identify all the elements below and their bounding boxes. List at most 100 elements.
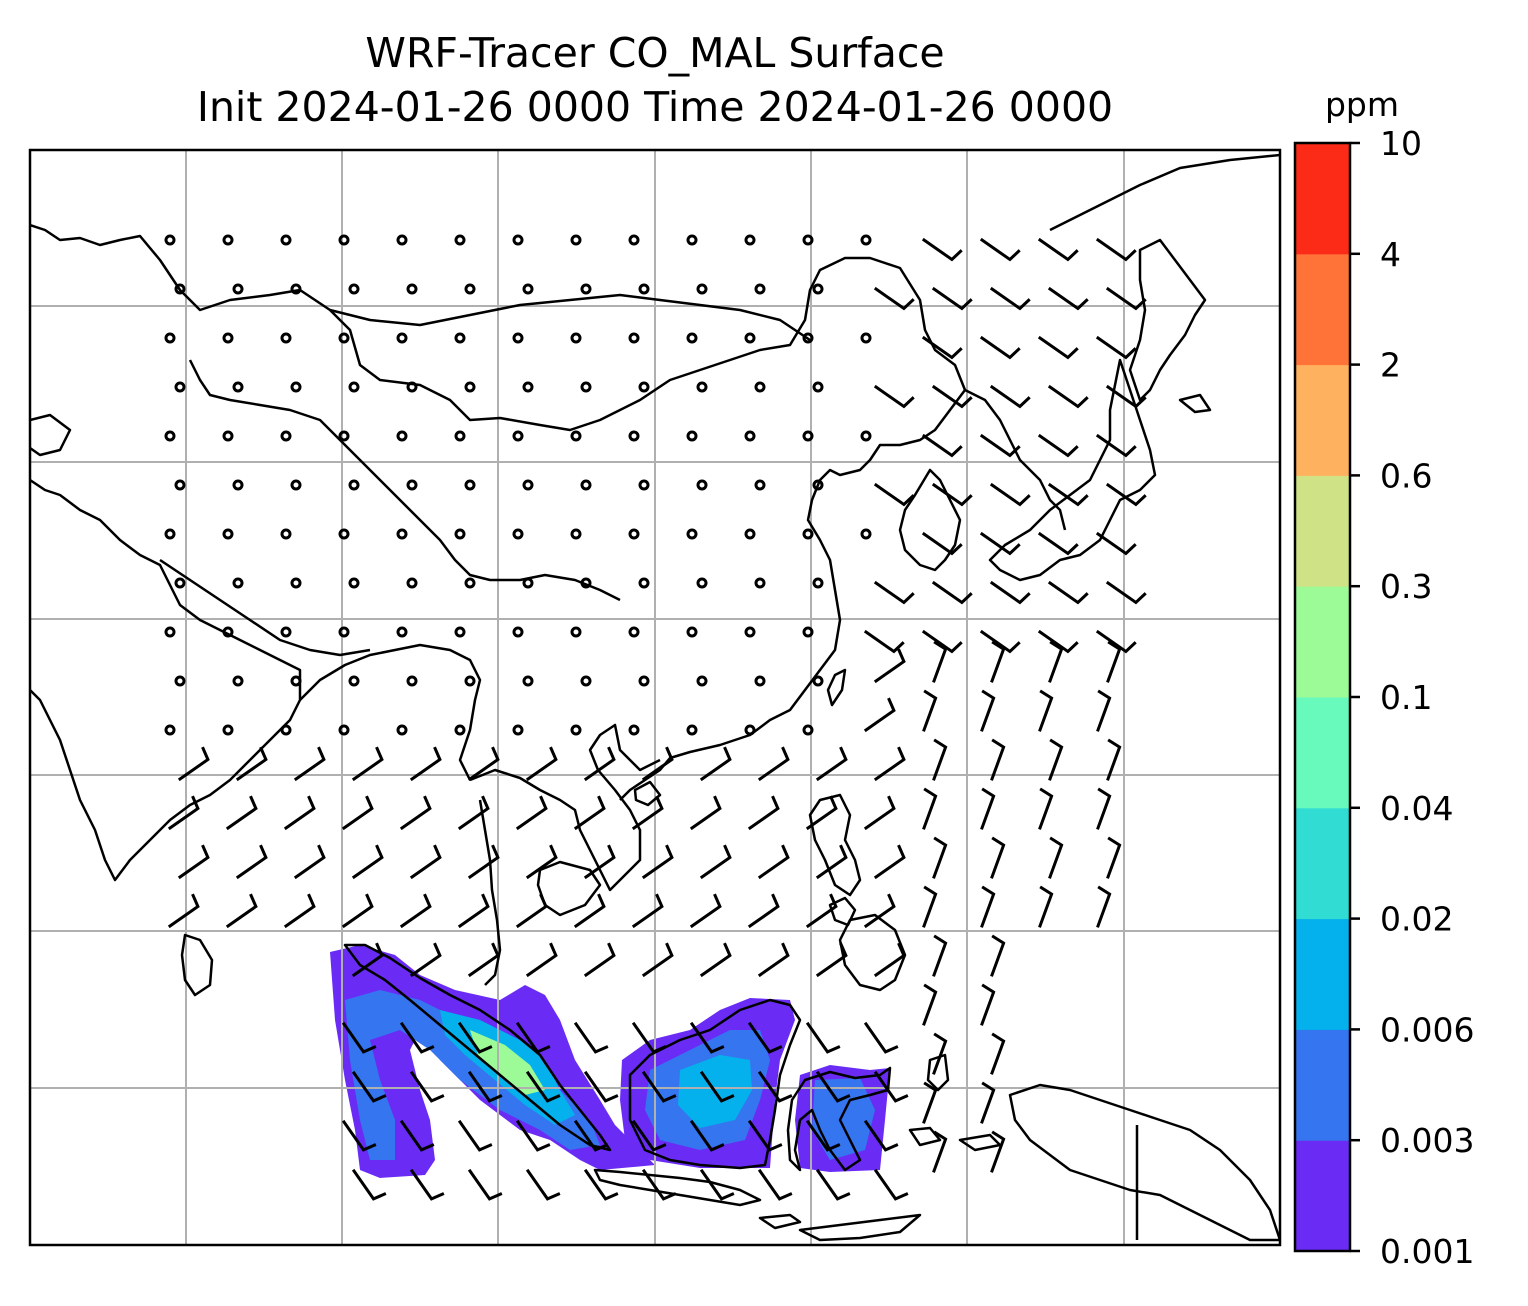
wind-barb xyxy=(525,942,558,978)
calm-wind-circle xyxy=(454,626,466,638)
wind-barb xyxy=(283,795,316,831)
calm-wind-circle xyxy=(686,332,698,344)
wind-barb xyxy=(525,1070,561,1103)
wind-barb xyxy=(873,942,906,978)
calm-wind-circle xyxy=(512,724,524,736)
map-panel xyxy=(30,150,1280,1245)
wind-barb xyxy=(990,1130,1006,1173)
wind-barb xyxy=(922,1081,938,1124)
calm-wind-circle xyxy=(860,430,872,442)
colorbar-tick-label: 0.6 xyxy=(1380,456,1432,495)
calm-wind-circle xyxy=(174,675,186,687)
calm-wind-circle xyxy=(580,283,592,295)
coastline-philippines-mindanao xyxy=(838,913,907,992)
coastline-sumatra xyxy=(343,943,612,1152)
calm-wind-circle xyxy=(454,234,466,246)
wind-barb xyxy=(399,1119,435,1152)
wind-barb xyxy=(815,1070,851,1103)
wind-barb xyxy=(583,1070,619,1103)
wind-barb xyxy=(583,746,616,782)
wind-barb xyxy=(573,893,606,929)
wind-barb xyxy=(631,893,664,929)
wind-barb xyxy=(979,433,1021,458)
wind-barb xyxy=(409,942,442,978)
wind-barb xyxy=(922,885,938,928)
calm-wind-circle xyxy=(802,430,814,442)
wind-barb xyxy=(805,795,838,831)
wind-barb xyxy=(1048,836,1064,879)
wind-barb xyxy=(1105,384,1147,409)
wind-barb xyxy=(1095,237,1137,262)
wind-barb xyxy=(931,482,973,507)
coastline-java xyxy=(593,1168,762,1207)
calm-wind-circle xyxy=(290,577,302,589)
wind-barb xyxy=(921,335,963,360)
calm-wind-circle xyxy=(686,626,698,638)
wind-barb xyxy=(747,1119,783,1152)
wind-barb xyxy=(1106,738,1122,781)
calm-wind-circle xyxy=(280,724,292,736)
calm-wind-circle xyxy=(754,675,766,687)
calm-wind-circle xyxy=(802,234,814,246)
wind-barb xyxy=(1037,629,1079,654)
calm-wind-circle xyxy=(638,577,650,589)
calm-wind-circle xyxy=(348,577,360,589)
calm-wind-circle xyxy=(454,332,466,344)
wind-barb xyxy=(1095,335,1137,360)
colorbar-segment xyxy=(1295,253,1350,366)
calm-wind-circle xyxy=(802,724,814,736)
wind-barb xyxy=(631,795,664,831)
wind-barb xyxy=(989,286,1031,311)
wind-barb xyxy=(1095,433,1137,458)
calm-wind-circle xyxy=(522,381,534,393)
calm-wind-circle xyxy=(522,577,534,589)
wind-barb xyxy=(293,746,326,782)
wind-barb xyxy=(805,893,838,929)
calm-wind-circle xyxy=(290,479,302,491)
calm-wind-circle xyxy=(406,381,418,393)
colorbar-segment xyxy=(1295,1140,1350,1252)
colorbar-tick-label: 2 xyxy=(1380,346,1401,385)
wind-barb xyxy=(922,983,938,1026)
wind-barb xyxy=(573,1021,609,1054)
wind-barb xyxy=(1047,286,1089,311)
calm-wind-circle xyxy=(512,430,524,442)
calm-wind-circle xyxy=(628,332,640,344)
calm-wind-circle xyxy=(686,234,698,246)
wind-barb xyxy=(641,1168,677,1201)
colorbar-segment xyxy=(1295,1029,1350,1141)
calm-wind-circle xyxy=(570,724,582,736)
wind-barb xyxy=(815,1168,851,1201)
calm-wind-circle xyxy=(338,332,350,344)
calm-wind-circle xyxy=(338,626,350,638)
calm-wind-circle xyxy=(802,332,814,344)
calm-wind-circle xyxy=(744,234,756,246)
calm-wind-circle xyxy=(696,381,708,393)
calm-wind-circle xyxy=(744,626,756,638)
wind-barb xyxy=(932,836,948,879)
coastline-east-china xyxy=(619,389,966,801)
wind-barb xyxy=(747,893,780,929)
calm-wind-circle xyxy=(290,283,302,295)
wind-barb xyxy=(467,844,500,880)
wind-barb xyxy=(990,738,1006,781)
calm-wind-circle xyxy=(232,283,244,295)
wind-barb xyxy=(989,384,1031,409)
coastline-sri-lanka xyxy=(180,933,214,997)
colorbar-segment xyxy=(1295,364,1350,476)
wind-barb xyxy=(921,433,963,458)
calm-wind-circle xyxy=(638,381,650,393)
wind-barb xyxy=(990,934,1006,977)
calm-wind-circle xyxy=(512,528,524,540)
wind-barb xyxy=(863,629,905,654)
wind-barb xyxy=(167,893,200,929)
calm-wind-circle xyxy=(754,479,766,491)
wind-barb xyxy=(863,697,896,733)
coastline-hainan xyxy=(633,780,662,807)
coastline-sulawesi xyxy=(786,1066,892,1172)
map-title: WRF-Tracer CO_MAL Surface xyxy=(365,29,945,77)
calm-wind-circle xyxy=(280,430,292,442)
colorbar-tick-label: 10 xyxy=(1380,124,1422,163)
coastline-myanmar-bay xyxy=(299,643,482,781)
wind-barb xyxy=(351,844,384,880)
